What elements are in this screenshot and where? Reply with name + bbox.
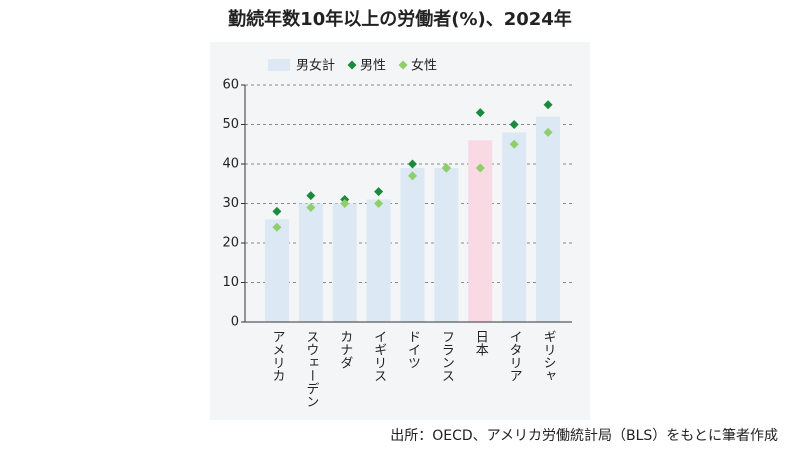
bar xyxy=(264,219,289,322)
y-tick-label: 50 xyxy=(222,117,239,132)
y-tick-label: 60 xyxy=(222,78,239,93)
marker xyxy=(272,222,282,232)
marker xyxy=(475,108,485,118)
legend-swatch xyxy=(268,59,290,71)
y-tick-label: 0 xyxy=(231,315,239,330)
marker xyxy=(340,199,350,208)
chart-title: 勤続年数10年以上の労働者(%)、2024年 xyxy=(228,8,572,30)
marker xyxy=(441,163,451,173)
x-tick-label: アメリカ xyxy=(269,330,284,382)
marker xyxy=(408,171,417,181)
marker xyxy=(543,100,553,110)
marker xyxy=(306,191,316,201)
x-tick-label: カナダ xyxy=(337,330,352,369)
legend-label: 男女計 xyxy=(296,58,335,74)
x-tick-label: 日本 xyxy=(473,330,489,356)
x-tick-label: スウェーデン xyxy=(303,330,318,408)
bar xyxy=(366,199,391,322)
y-tick-label: 20 xyxy=(222,236,239,251)
legend-swatch xyxy=(398,60,408,70)
bar xyxy=(298,203,323,322)
x-tick-label: ドイツ xyxy=(405,330,420,369)
legend-swatch xyxy=(347,60,357,70)
marker xyxy=(374,199,384,208)
bar xyxy=(434,167,459,322)
legend-label: 女性 xyxy=(411,58,437,74)
marker xyxy=(543,127,553,137)
marker xyxy=(408,159,417,169)
bar xyxy=(502,132,527,322)
marker xyxy=(306,202,316,212)
y-tick-label: 30 xyxy=(222,196,239,211)
marker xyxy=(272,206,282,216)
x-tick-label: イタリア xyxy=(507,330,522,382)
bar xyxy=(332,203,357,322)
bar xyxy=(400,167,425,322)
source: 出所：OECD、アメリカ労働統計局（BLS）をもとに筆者作成 xyxy=(390,428,778,444)
marker xyxy=(509,139,519,149)
y-tick-label: 10 xyxy=(222,275,239,290)
bar xyxy=(536,116,561,322)
marker xyxy=(509,120,519,129)
marker xyxy=(374,187,384,197)
y-tick-label: 40 xyxy=(222,157,239,172)
x-tick-label: ギリシャ xyxy=(541,330,556,382)
x-tick-label: フランス xyxy=(439,330,454,382)
marker xyxy=(475,163,485,173)
x-tick-label: イギリス xyxy=(371,330,386,382)
legend-label: 男性 xyxy=(360,59,386,74)
